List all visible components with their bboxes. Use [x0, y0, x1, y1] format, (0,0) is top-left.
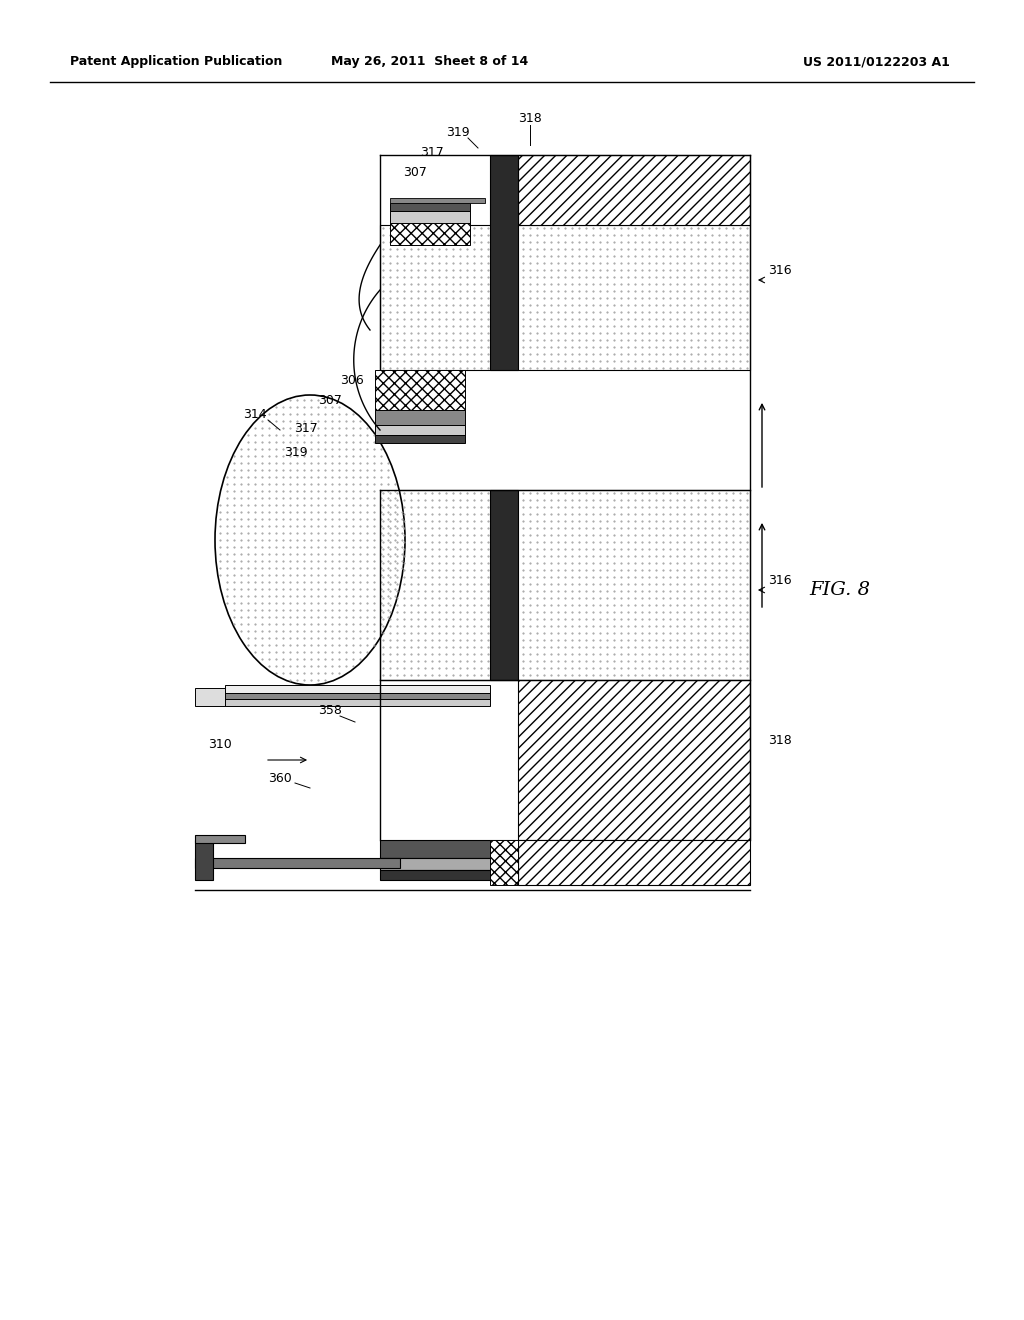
Text: 307: 307	[403, 165, 427, 178]
Bar	[380, 840, 518, 858]
Bar	[195, 858, 400, 869]
Bar	[380, 858, 518, 870]
Bar	[375, 411, 465, 425]
Bar	[518, 840, 750, 884]
Text: 319: 319	[446, 125, 470, 139]
Bar	[390, 223, 470, 246]
Bar	[195, 836, 245, 843]
Text: US 2011/0122203 A1: US 2011/0122203 A1	[803, 55, 950, 69]
Text: 317: 317	[294, 421, 317, 434]
Bar	[380, 870, 518, 880]
Ellipse shape	[215, 395, 406, 685]
Bar	[375, 425, 465, 436]
Bar	[390, 198, 485, 203]
Text: 316: 316	[768, 573, 792, 586]
Bar	[195, 840, 213, 880]
Text: 318: 318	[768, 734, 792, 747]
Bar	[518, 154, 750, 224]
Text: 319: 319	[285, 446, 308, 458]
Text: 306: 306	[340, 374, 364, 387]
Bar	[225, 685, 490, 693]
Text: 317: 317	[420, 145, 443, 158]
Text: 318: 318	[518, 111, 542, 124]
Bar	[375, 370, 465, 411]
Text: Patent Application Publication: Patent Application Publication	[70, 55, 283, 69]
Text: 360: 360	[268, 771, 292, 784]
Bar	[380, 490, 750, 680]
Text: May 26, 2011  Sheet 8 of 14: May 26, 2011 Sheet 8 of 14	[332, 55, 528, 69]
Bar	[518, 680, 750, 840]
Bar	[490, 840, 518, 884]
Bar	[490, 154, 518, 370]
Bar	[390, 203, 470, 211]
Bar	[380, 224, 750, 370]
Bar	[390, 211, 470, 223]
Text: 310: 310	[208, 738, 231, 751]
Bar	[225, 700, 490, 706]
Text: 316: 316	[768, 264, 792, 276]
Text: 314: 314	[243, 408, 267, 421]
Bar	[375, 436, 465, 444]
Text: FIG. 8: FIG. 8	[810, 581, 870, 599]
Bar	[195, 688, 225, 706]
Bar	[490, 490, 518, 680]
Text: 307: 307	[318, 393, 342, 407]
Bar	[225, 693, 490, 700]
Text: 358: 358	[318, 704, 342, 717]
